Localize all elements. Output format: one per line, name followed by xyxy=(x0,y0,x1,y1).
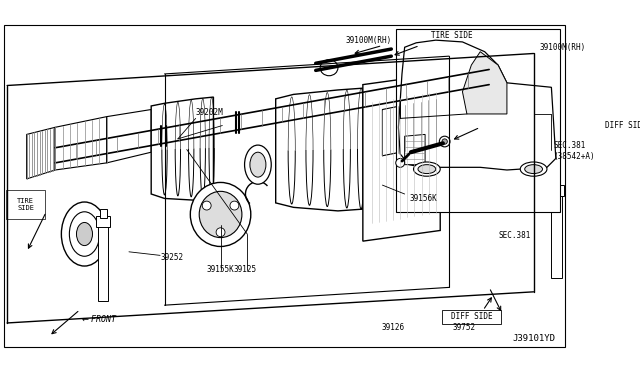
Ellipse shape xyxy=(461,182,481,206)
Ellipse shape xyxy=(413,162,440,176)
FancyBboxPatch shape xyxy=(442,310,500,324)
Polygon shape xyxy=(100,209,107,218)
Ellipse shape xyxy=(230,201,239,210)
Polygon shape xyxy=(552,194,562,279)
Text: 39126: 39126 xyxy=(381,323,404,332)
Ellipse shape xyxy=(77,222,93,246)
Text: SEC.381: SEC.381 xyxy=(498,231,531,240)
Ellipse shape xyxy=(69,212,100,256)
Text: 39125: 39125 xyxy=(233,265,256,274)
Text: TIRE
SIDE: TIRE SIDE xyxy=(17,198,35,211)
Ellipse shape xyxy=(520,162,547,176)
Text: SEC.381: SEC.381 xyxy=(553,141,586,150)
Ellipse shape xyxy=(442,139,447,144)
Text: 39155K: 39155K xyxy=(207,265,234,274)
Text: 39156K: 39156K xyxy=(409,194,437,203)
Polygon shape xyxy=(404,134,425,165)
Ellipse shape xyxy=(190,182,251,247)
Polygon shape xyxy=(550,185,564,196)
Polygon shape xyxy=(276,88,363,211)
Text: J39101YD: J39101YD xyxy=(513,334,556,343)
Ellipse shape xyxy=(250,152,266,177)
Text: (38542+A): (38542+A) xyxy=(553,152,595,161)
Ellipse shape xyxy=(202,201,211,210)
Polygon shape xyxy=(363,74,440,241)
FancyBboxPatch shape xyxy=(6,190,45,219)
Polygon shape xyxy=(553,178,560,187)
Polygon shape xyxy=(463,52,507,114)
Polygon shape xyxy=(98,225,109,301)
Text: 39252: 39252 xyxy=(160,253,183,262)
Ellipse shape xyxy=(418,165,436,174)
Polygon shape xyxy=(107,109,151,163)
Text: 39100M(RH): 39100M(RH) xyxy=(540,43,586,52)
Text: 39100M(RH): 39100M(RH) xyxy=(346,36,392,45)
Ellipse shape xyxy=(431,112,452,192)
Ellipse shape xyxy=(320,60,338,76)
Ellipse shape xyxy=(456,176,486,212)
Ellipse shape xyxy=(199,191,242,238)
Polygon shape xyxy=(27,127,55,179)
Text: $\leftarrow$FRONT: $\leftarrow$FRONT xyxy=(80,313,118,324)
Ellipse shape xyxy=(216,228,225,237)
Polygon shape xyxy=(96,216,110,227)
Text: 39752: 39752 xyxy=(452,323,476,332)
Text: DIFF SIDE: DIFF SIDE xyxy=(451,312,492,321)
Ellipse shape xyxy=(439,136,450,147)
Ellipse shape xyxy=(525,165,543,174)
Ellipse shape xyxy=(61,202,108,266)
Polygon shape xyxy=(383,99,436,156)
Polygon shape xyxy=(399,40,556,170)
Ellipse shape xyxy=(396,158,404,167)
Text: TIRE SIDE: TIRE SIDE xyxy=(431,31,473,40)
Text: 39202M: 39202M xyxy=(196,108,223,117)
Ellipse shape xyxy=(244,145,271,184)
Text: DIFF SIDE: DIFF SIDE xyxy=(605,121,640,130)
Bar xyxy=(396,29,560,212)
Polygon shape xyxy=(151,97,214,200)
Polygon shape xyxy=(55,117,107,170)
